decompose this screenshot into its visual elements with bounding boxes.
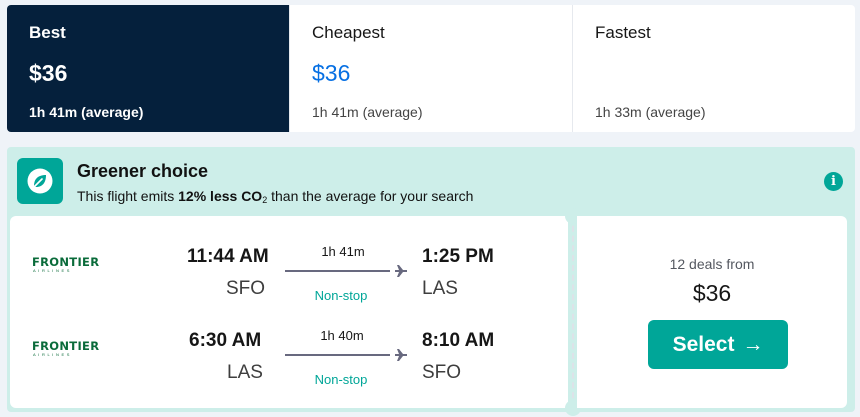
airline-logo-text: FRONTIER — [32, 255, 100, 269]
eco-desc-prefix: This flight emits — [77, 188, 179, 204]
airline-logo-text: FRONTIER — [32, 339, 100, 353]
depart-airport: LAS — [227, 362, 263, 383]
depart-time: 11:44 AM — [187, 246, 269, 267]
select-button-label: Select — [672, 332, 735, 356]
itinerary-panel[interactable]: FRONTIER AIRLINES 11:44 AM SFO 1h 41m No… — [10, 216, 568, 408]
tab-best-duration: 1h 41m (average) — [29, 104, 144, 120]
arrive-time: 1:25 PM — [422, 246, 494, 267]
stops-label: Non-stop — [314, 288, 368, 303]
arrow-right-icon: → — [742, 332, 764, 356]
leaf-icon — [17, 158, 63, 204]
tab-fastest-price — [595, 60, 833, 90]
tab-best-label: Best — [29, 23, 66, 42]
select-button[interactable]: Select → — [648, 320, 788, 369]
return-leg: FRONTIER AIRLINES 6:30 AM LAS 1h 40m Non… — [10, 324, 568, 394]
frontier-logo: FRONTIER AIRLINES — [32, 340, 108, 362]
flight-duration: 1h 41m — [321, 244, 365, 259]
arrive-airport: SFO — [422, 362, 462, 383]
ticket-divider — [572, 216, 574, 408]
tab-cheapest[interactable]: Cheapest $36 1h 41m (average) — [290, 5, 573, 132]
eco-description: This flight emits 12% less CO2 than the … — [77, 188, 473, 205]
eco-desc-suffix: than the average for your search — [267, 188, 474, 204]
eco-desc-subscript: 2 — [262, 195, 268, 205]
eco-desc-highlight: 12% less CO — [178, 188, 263, 204]
plane-icon — [395, 349, 407, 361]
plane-icon — [395, 265, 407, 277]
deals-count: 12 deals from — [669, 256, 755, 272]
tab-cheapest-price: $36 — [312, 60, 351, 86]
tab-best-price: $36 — [29, 60, 68, 86]
sort-tabs: Best $36 1h 41m (average) Cheapest $36 1… — [7, 5, 855, 132]
deal-price: $36 — [692, 280, 732, 306]
tab-best[interactable]: Best $36 1h 41m (average) — [7, 5, 290, 132]
tab-fastest-label: Fastest — [595, 23, 651, 42]
tab-cheapest-duration: 1h 41m (average) — [312, 104, 423, 120]
tab-fastest[interactable]: Fastest 1h 33m (average) — [573, 5, 855, 132]
eco-title: Greener choice — [77, 161, 209, 181]
outbound-leg: FRONTIER AIRLINES 11:44 AM SFO 1h 41m No… — [10, 240, 568, 310]
flight-duration: 1h 40m — [320, 328, 364, 343]
airline-logo-subtext: AIRLINES — [33, 352, 73, 357]
arrive-airport: LAS — [422, 278, 458, 299]
route-line — [285, 354, 390, 356]
frontier-logo: FRONTIER AIRLINES — [32, 256, 108, 278]
depart-time: 6:30 AM — [189, 330, 262, 351]
info-icon[interactable]: i — [824, 172, 843, 191]
price-panel: 12 deals from $36 Select → — [577, 216, 847, 408]
arrive-time: 8:10 AM — [422, 330, 495, 351]
tab-fastest-duration: 1h 33m (average) — [595, 104, 706, 120]
airline-logo-subtext: AIRLINES — [33, 268, 73, 273]
depart-airport: SFO — [226, 278, 266, 299]
stops-label: Non-stop — [314, 372, 368, 387]
route-line — [285, 270, 390, 272]
tab-cheapest-label: Cheapest — [312, 23, 385, 42]
